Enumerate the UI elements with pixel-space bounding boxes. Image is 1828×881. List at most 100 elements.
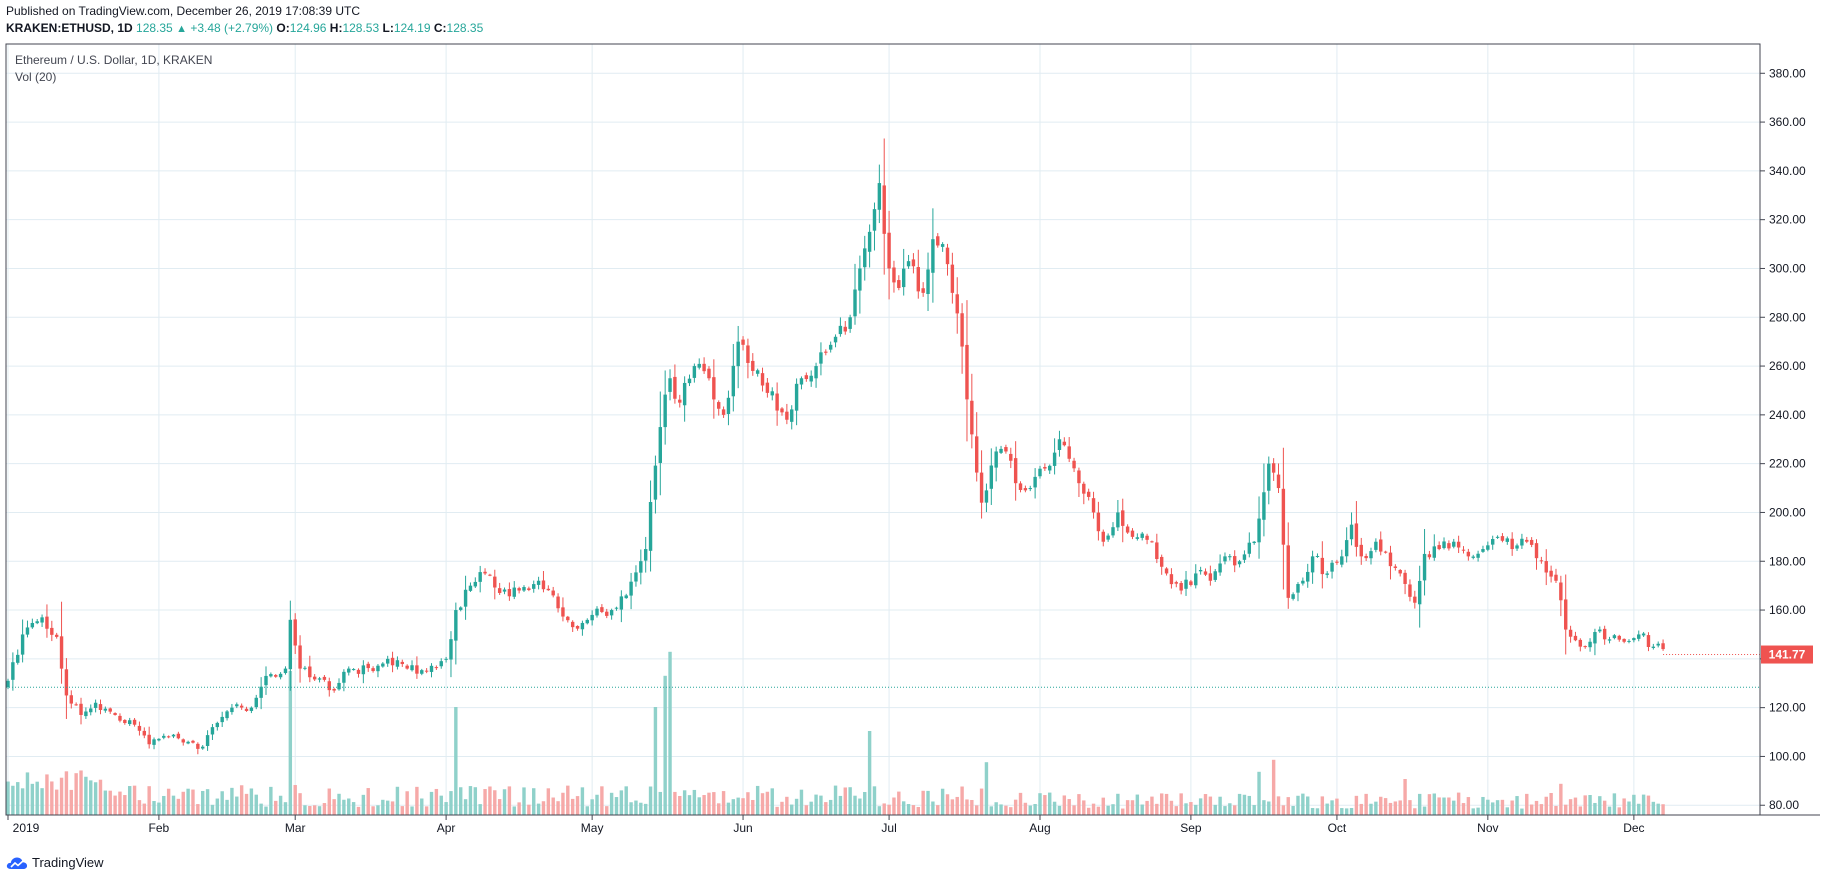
- volume-bar: [1125, 800, 1130, 815]
- volume-bar: [522, 787, 526, 815]
- candle-body: [1096, 512, 1101, 532]
- candle-body: [274, 675, 278, 677]
- candle-body: [361, 665, 366, 675]
- candle-body: [794, 383, 799, 411]
- volume-bar: [717, 803, 721, 815]
- x-tick-label: Sep: [1180, 821, 1202, 835]
- candle: [93, 699, 98, 713]
- volume-bar: [79, 770, 83, 815]
- candle: [181, 738, 185, 746]
- candle: [69, 690, 73, 709]
- volume-bar: [1403, 779, 1407, 815]
- candle: [1588, 638, 1592, 652]
- candle-body: [1656, 643, 1660, 646]
- candle: [634, 565, 638, 587]
- candle: [1096, 501, 1101, 541]
- volume-bar: [1116, 793, 1120, 815]
- volume-bar: [1198, 798, 1203, 815]
- candle: [1364, 553, 1368, 562]
- volume-bar: [921, 790, 925, 815]
- candle-body: [142, 730, 147, 736]
- candle-body: [1237, 561, 1242, 565]
- candle: [682, 376, 687, 422]
- volume-bar: [575, 796, 580, 815]
- candle: [1335, 559, 1339, 565]
- candle: [1252, 540, 1256, 545]
- candle-body: [775, 393, 779, 411]
- candle: [1568, 625, 1573, 643]
- candle: [1442, 537, 1446, 550]
- candle: [1427, 550, 1432, 560]
- volume-bar: [390, 801, 395, 815]
- volume-bar: [1359, 803, 1363, 815]
- volume-bar: [1062, 795, 1067, 815]
- candle-body: [1184, 579, 1188, 589]
- candle-body: [999, 448, 1003, 453]
- volume-bar: [288, 671, 293, 815]
- candle-body: [1471, 556, 1475, 558]
- volume-bar: [931, 801, 935, 815]
- candle: [1320, 541, 1325, 589]
- candle-body: [463, 589, 468, 607]
- candle-body: [1476, 553, 1480, 558]
- candle-body: [1432, 546, 1436, 558]
- volume-bar: [20, 788, 25, 815]
- volume-bar: [556, 801, 560, 815]
- candle: [1135, 533, 1140, 541]
- volume-bar: [293, 785, 297, 815]
- candle-body: [249, 707, 254, 711]
- candle: [1578, 638, 1583, 652]
- candle: [264, 666, 268, 695]
- candle-body: [1028, 488, 1032, 490]
- volume-bar: [493, 790, 497, 815]
- candle: [1583, 645, 1587, 649]
- volume-bar: [1276, 796, 1281, 815]
- volume-bar: [1106, 805, 1110, 815]
- volume-bar: [1500, 799, 1505, 815]
- volume-bar: [230, 787, 234, 815]
- candle: [887, 210, 891, 300]
- candle-body: [420, 670, 424, 674]
- high-value: 128.53: [342, 21, 380, 35]
- candle-body: [1004, 447, 1008, 452]
- candle: [536, 576, 541, 590]
- plot-border: [5, 43, 1761, 816]
- volume-bar: [1481, 796, 1485, 815]
- volume-bar: [366, 788, 370, 815]
- candle: [230, 703, 234, 715]
- candle: [1607, 636, 1612, 644]
- candle: [780, 407, 784, 416]
- candle: [551, 586, 555, 598]
- volume-bar: [541, 801, 546, 815]
- candle: [1232, 550, 1237, 573]
- candle: [366, 661, 370, 672]
- volume-bar: [1096, 806, 1101, 815]
- candle-body: [1374, 541, 1378, 550]
- candle-body: [483, 571, 487, 574]
- candle-body: [1130, 530, 1135, 537]
- candle: [468, 582, 473, 592]
- volume-bar: [1388, 802, 1393, 815]
- candle: [546, 585, 551, 591]
- candle: [765, 377, 770, 398]
- volume-bar: [337, 793, 341, 815]
- candle: [648, 480, 653, 572]
- candle-body: [984, 490, 989, 503]
- candle-body: [1554, 574, 1558, 581]
- volume-bar: [1349, 807, 1354, 815]
- candle-body: [819, 352, 823, 364]
- candle: [1403, 569, 1407, 595]
- candle-body: [911, 259, 916, 267]
- price-change: +3.48 (+2.79%): [190, 21, 274, 35]
- volume-bar: [93, 782, 98, 815]
- candle-body: [1495, 536, 1500, 538]
- volume-bar: [984, 762, 989, 815]
- candle-body: [1456, 541, 1461, 548]
- volume-bar: [1194, 804, 1198, 815]
- volume-bar: [1622, 798, 1626, 815]
- candle-body: [332, 688, 336, 691]
- volume-bar: [361, 794, 366, 815]
- volume-bar: [692, 789, 697, 815]
- volume-bar: [1247, 795, 1252, 815]
